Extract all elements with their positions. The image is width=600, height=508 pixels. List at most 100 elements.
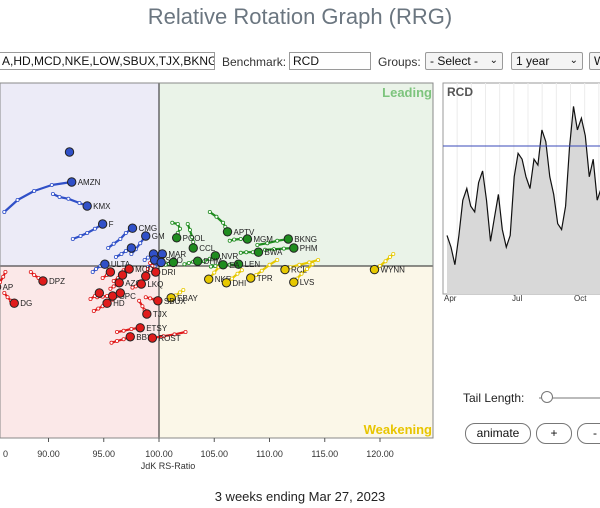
chevron-down-icon: ⌄: [569, 55, 578, 66]
rrg-point[interactable]: [105, 267, 116, 277]
rrg-point-label: MAR: [168, 250, 186, 259]
rrg-point[interactable]: [153, 296, 163, 306]
rrg-point[interactable]: [38, 276, 48, 286]
rrg-point[interactable]: [289, 277, 299, 287]
rrg-point[interactable]: [204, 274, 214, 284]
rrg-point[interactable]: [168, 257, 179, 268]
rrg-point[interactable]: [369, 264, 380, 275]
rrg-point[interactable]: [222, 227, 233, 237]
rrg-tail-dot: [0, 280, 2, 285]
rrg-point-label: EBAY: [177, 294, 198, 303]
rrg-point[interactable]: [142, 309, 152, 319]
zoom-out-button[interactable]: -: [577, 423, 600, 444]
rrg-tail-dot: [140, 304, 145, 309]
rrg-tail-dot: [145, 255, 150, 260]
tail-length-slider-track[interactable]: [539, 397, 600, 399]
rrg-point[interactable]: [125, 332, 135, 342]
rrg-tail-dot: [177, 290, 182, 295]
rrg-point[interactable]: [0, 283, 2, 291]
rrg-point[interactable]: [94, 288, 105, 298]
rrg-point[interactable]: [127, 223, 138, 233]
rrg-tail-dot: [106, 245, 111, 250]
rrg-point[interactable]: [246, 273, 256, 283]
rrg-tail-dot: [2, 290, 7, 295]
rrg-point[interactable]: [280, 264, 290, 275]
zoom-in-button[interactable]: +: [536, 423, 572, 444]
rrg-point[interactable]: [124, 264, 134, 274]
rrg-tail-dot: [207, 256, 212, 261]
rrg-point[interactable]: [117, 270, 128, 280]
price-area: [447, 106, 600, 294]
rrg-point[interactable]: [289, 243, 299, 253]
rrg-point[interactable]: [141, 271, 151, 281]
rrg-point[interactable]: [141, 231, 151, 241]
rrg-point[interactable]: [192, 256, 203, 266]
rrg-tail-dot: [100, 275, 105, 280]
extra-select[interactable]: W: [589, 52, 600, 70]
rrg-tail-dot: [148, 296, 153, 301]
x-tick-label: 100.00: [145, 449, 173, 459]
rrg-point[interactable]: [115, 288, 126, 298]
rrg-point-label: DHM: [204, 257, 223, 266]
rrg-tail-dot: [239, 268, 244, 273]
rrg-tail-dot: [121, 328, 126, 333]
tail-length-slider-handle[interactable]: [541, 391, 553, 403]
rrg-point[interactable]: [9, 298, 19, 308]
rrg-tail-dot: [109, 340, 114, 345]
rrg-point-label: POOL: [183, 234, 206, 243]
rrg-point[interactable]: [253, 247, 264, 257]
rrg-point-label: BWA: [264, 248, 283, 257]
rrg-tail-dot: [254, 272, 259, 277]
period-select[interactable]: 1 year ⌄: [511, 52, 583, 70]
rrg-point[interactable]: [218, 260, 228, 270]
rrg-point[interactable]: [64, 147, 75, 157]
rrg-point[interactable]: [67, 177, 77, 187]
rrg-tail-dot: [190, 235, 195, 240]
page-title: Relative Rotation Graph (RRG): [147, 4, 453, 29]
rrg-point[interactable]: [136, 279, 147, 289]
rrg-point[interactable]: [107, 291, 118, 301]
rrg-point[interactable]: [126, 243, 137, 253]
rrg-tail-dot: [50, 191, 55, 196]
rrg-point[interactable]: [135, 323, 145, 333]
rrg-point[interactable]: [97, 219, 108, 229]
rrg-tail-dot: [130, 285, 135, 290]
animate-button[interactable]: animate: [465, 423, 531, 444]
rrg-tail-dot: [207, 209, 212, 214]
quadrant-label-leading: Leading: [382, 85, 432, 100]
rrg-point[interactable]: [156, 257, 166, 268]
rrg-point[interactable]: [221, 278, 232, 288]
rrg-tail-dot: [182, 262, 187, 267]
rrg-tail-dot: [78, 233, 83, 238]
rrg-point[interactable]: [210, 251, 221, 261]
rrg-point[interactable]: [114, 278, 124, 288]
rrg-point[interactable]: [147, 333, 158, 343]
benchmark-label: Benchmark:: [222, 55, 287, 69]
rrg-tail-dot: [227, 262, 232, 267]
symbols-input[interactable]: A,HD,MCD,NKE,LOW,SBUX,TJX,BKNG: [0, 52, 215, 70]
rrg-point[interactable]: [233, 259, 244, 269]
rrg-tail: [264, 246, 295, 251]
rrg-point-label: ETSY: [146, 324, 168, 333]
rrg-tail-dot: [186, 260, 191, 265]
rrg-point-label: AZO: [125, 279, 141, 288]
rrg-tail-dot: [275, 257, 280, 262]
rrg-point[interactable]: [171, 233, 182, 243]
groups-select[interactable]: - Select - ⌄: [425, 52, 503, 70]
rrg-point[interactable]: [166, 293, 176, 303]
rrg-tail-dot: [91, 308, 96, 313]
rrg-point[interactable]: [150, 267, 161, 277]
groups-label: Groups:: [378, 55, 421, 69]
rrg-tail-dot: [92, 226, 97, 231]
rrg-point-label: MCD: [135, 265, 153, 274]
rrg-point[interactable]: [82, 201, 92, 211]
benchmark-input[interactable]: RCD: [289, 52, 371, 70]
rrg-point-label: TJX: [153, 310, 168, 319]
rrg-point[interactable]: [283, 234, 293, 244]
price-line: [446, 106, 600, 265]
rrg-point[interactable]: [100, 259, 110, 269]
rrg-point[interactable]: [102, 298, 112, 308]
rrg-point[interactable]: [188, 243, 198, 253]
rrg-tail-dot: [185, 221, 190, 226]
rrg-point[interactable]: [242, 234, 253, 244]
